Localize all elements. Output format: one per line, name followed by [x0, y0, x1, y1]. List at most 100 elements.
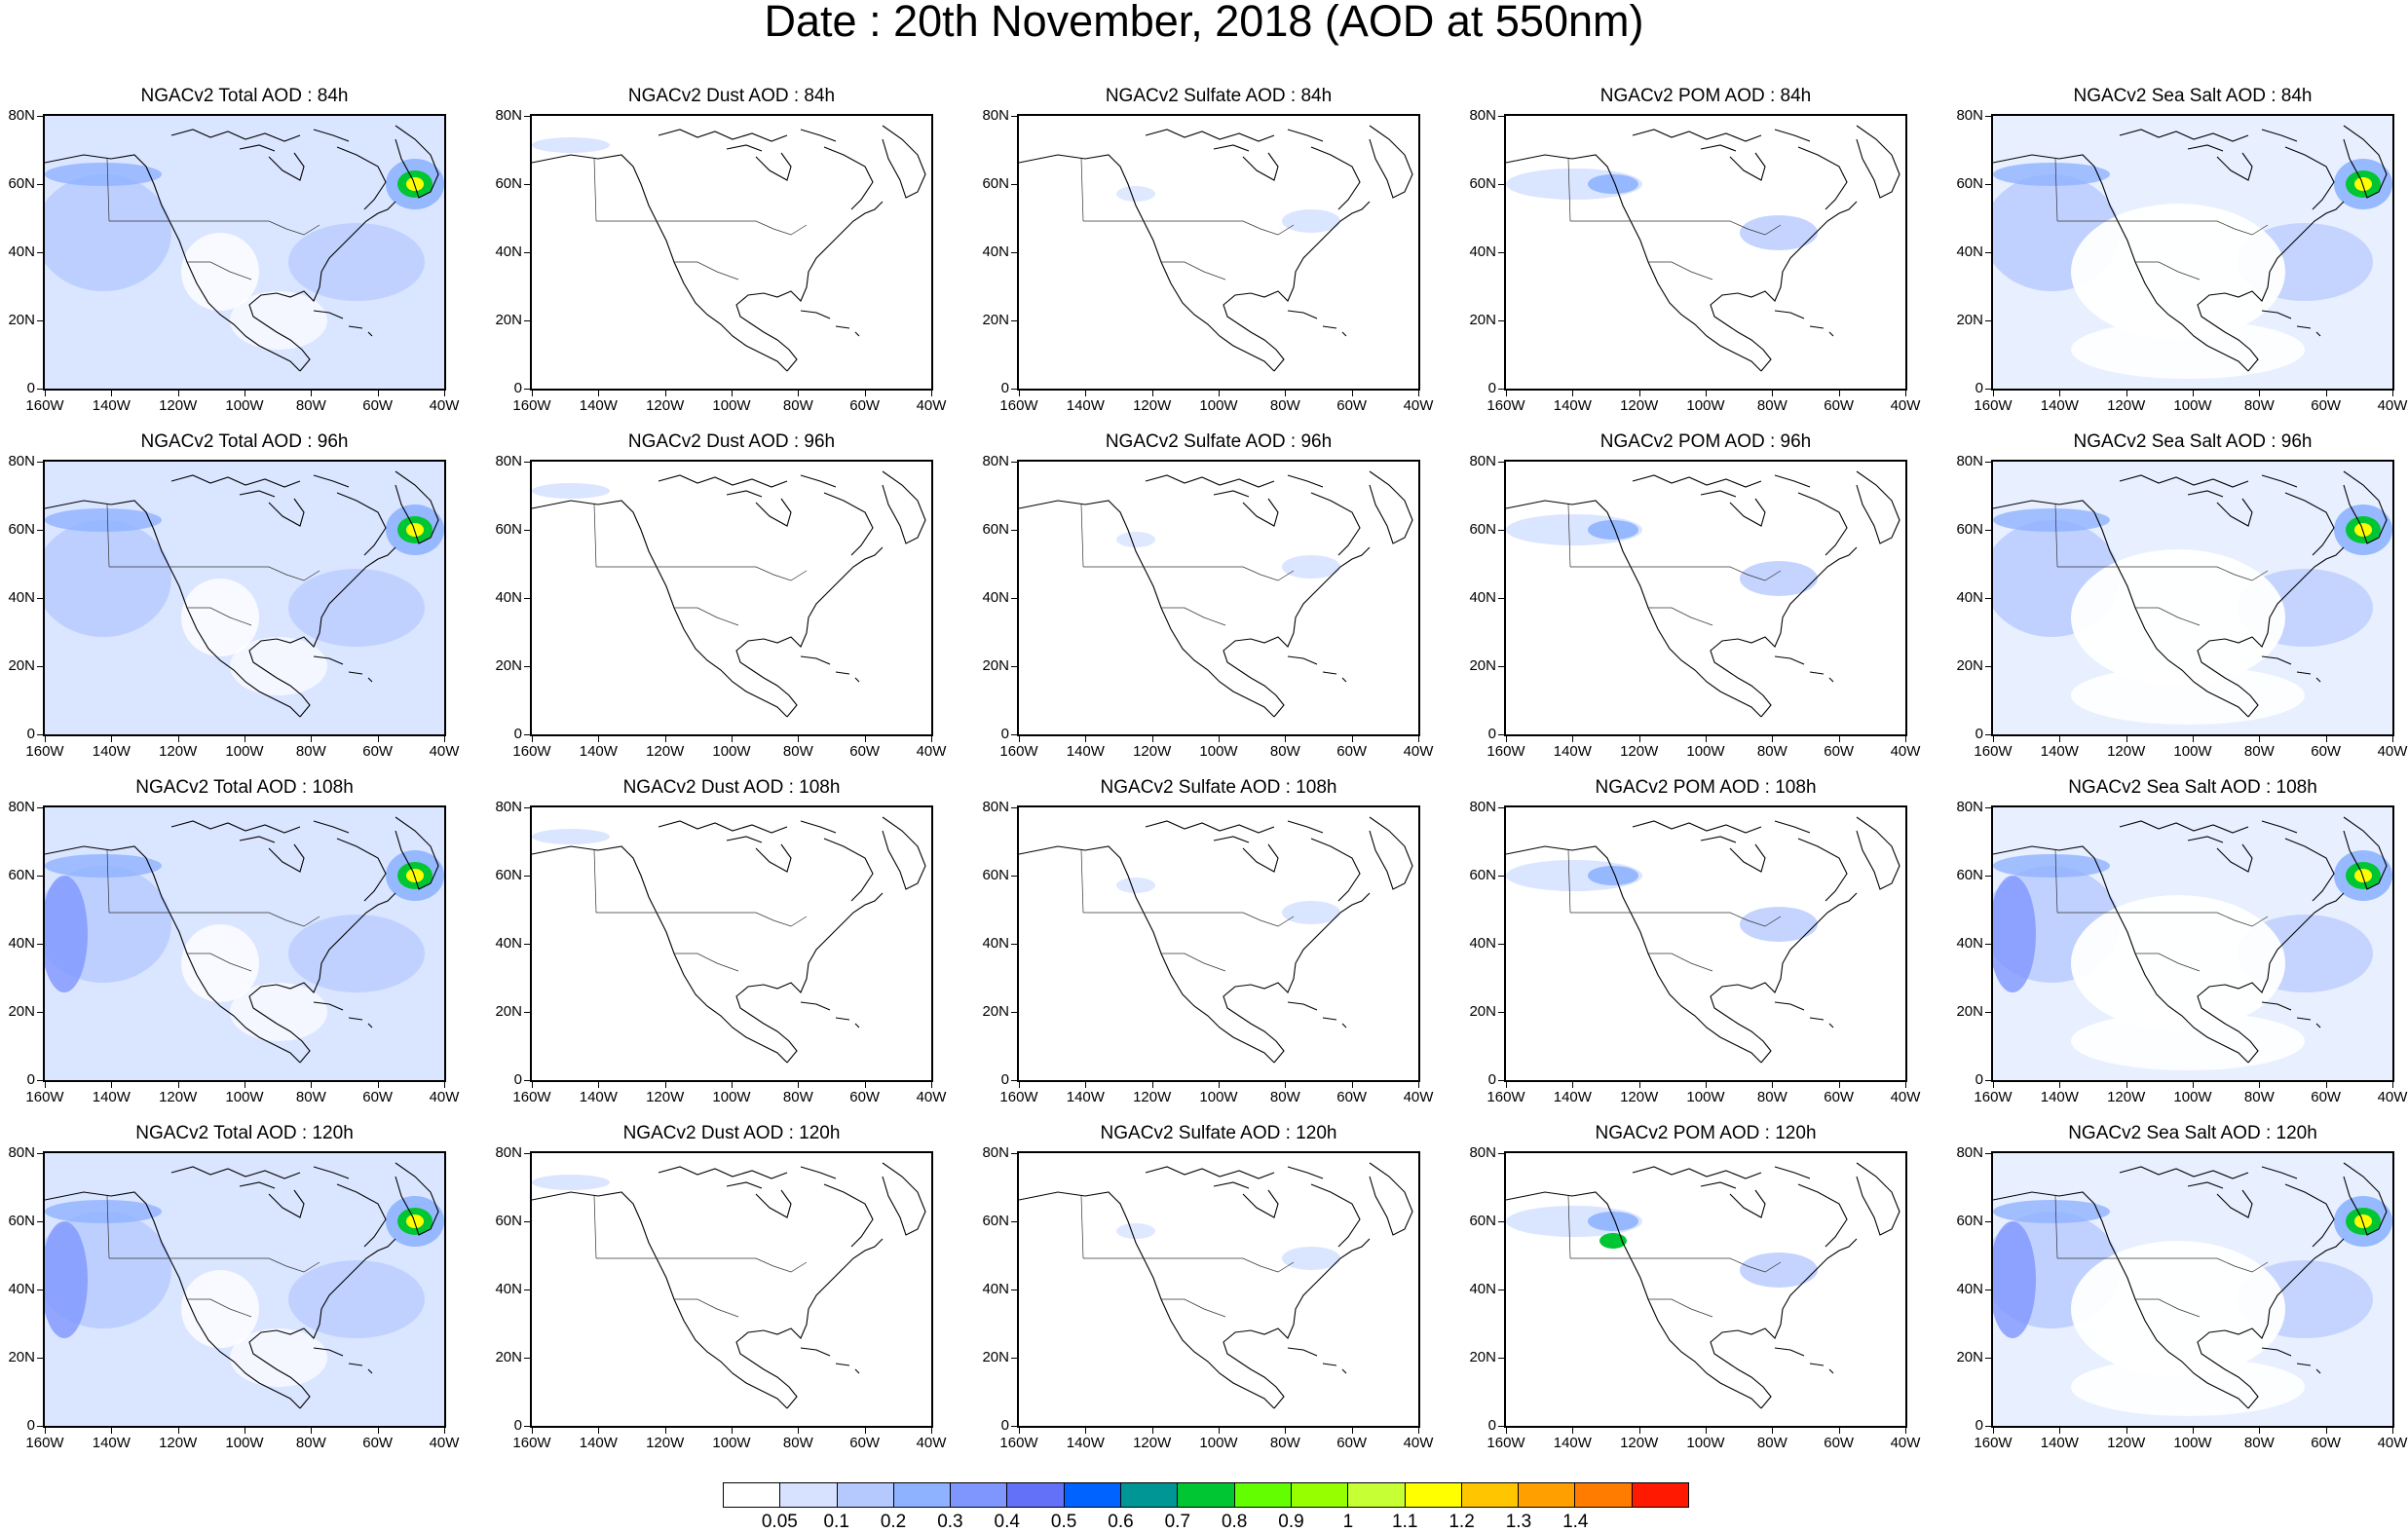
coastline — [755, 1189, 792, 1218]
coastline — [1310, 816, 1413, 902]
x-tick-label: 140W — [579, 743, 618, 760]
x-tick — [45, 1082, 46, 1088]
coastline — [823, 125, 926, 210]
x-tick — [532, 391, 533, 396]
x-tick — [1572, 1428, 1574, 1434]
x-tick-label: 120W — [2107, 743, 2146, 760]
country-border — [106, 504, 320, 581]
x-tick-label: 40W — [1403, 1435, 1434, 1451]
country-border — [2054, 1195, 2269, 1273]
x-tick-label: 160W — [1486, 1435, 1525, 1451]
y-tick-label: 0 — [1000, 1417, 1009, 1434]
x-tick — [1993, 391, 1994, 396]
country-border — [1080, 849, 1295, 927]
x-tick-label: 120W — [1133, 397, 1172, 414]
coastline — [2261, 310, 2321, 337]
y-tick-label: 80N — [982, 1144, 1009, 1161]
x-tick — [1506, 391, 1507, 396]
country-border — [2135, 261, 2201, 280]
aod-field — [1116, 878, 1340, 924]
x-tick-label: 140W — [1553, 1089, 1592, 1105]
y-tick — [1985, 1012, 1991, 1013]
x-tick-label: 140W — [92, 1435, 131, 1451]
x-tick-label: 100W — [2173, 397, 2212, 414]
coastline — [2261, 1001, 2321, 1028]
y-tick-label: 20N — [1956, 312, 1983, 328]
x-tick — [1572, 1082, 1574, 1088]
country-border — [187, 1298, 252, 1318]
panel-pom-96h-title: NGACv2 POM AOD : 96h — [1599, 431, 1812, 452]
x-tick-label: 140W — [92, 1089, 131, 1105]
coastline — [313, 1001, 373, 1028]
y-tick-label: 40N — [1956, 243, 1983, 260]
country-border — [1648, 607, 1713, 626]
country-border — [106, 1195, 320, 1273]
country-border — [593, 504, 808, 581]
x-tick — [2259, 391, 2261, 396]
x-tick — [1838, 1428, 1840, 1434]
coastline — [1287, 655, 1347, 683]
y-tick-label: 60N — [982, 867, 1009, 883]
coastline — [1287, 1347, 1347, 1374]
y-tick-label: 20N — [8, 312, 35, 328]
x-tick-label: 80W — [782, 1089, 813, 1105]
coastline — [1223, 201, 1371, 372]
x-tick-label: 60W — [2311, 743, 2342, 760]
x-tick — [1085, 736, 1087, 742]
y-tick — [1498, 944, 1504, 945]
y-tick-label: 20N — [8, 1349, 35, 1365]
x-tick — [864, 391, 866, 396]
x-tick — [1905, 391, 1906, 396]
aod-field — [45, 807, 444, 1080]
coastline — [2197, 201, 2345, 372]
colorbar-swatch — [724, 1483, 781, 1507]
coastline — [1310, 1162, 1413, 1248]
x-tick — [1905, 736, 1906, 742]
y-tick — [1011, 1012, 1017, 1013]
coastline — [268, 152, 305, 181]
x-tick-label: 40W — [1403, 397, 1434, 414]
y-tick — [1011, 389, 1017, 390]
coastline — [1797, 470, 1900, 556]
y-tick-label: 0 — [1487, 726, 1496, 742]
country-border — [1080, 504, 1295, 581]
x-tick — [1418, 1082, 1419, 1088]
y-tick-label: 80N — [982, 799, 1009, 815]
country-border — [1567, 158, 1782, 236]
x-tick — [1285, 1428, 1287, 1434]
y-tick — [1011, 1153, 1017, 1154]
y-tick-label: 80N — [1956, 453, 1983, 469]
y-tick — [1985, 116, 1991, 117]
panel-dust-120h-title: NGACv2 Dust AOD : 120h — [622, 1123, 841, 1143]
y-tick-label: 0 — [1487, 1417, 1496, 1434]
y-tick — [524, 944, 530, 945]
coastline — [1774, 1001, 1834, 1028]
x-tick-label: 120W — [1620, 397, 1659, 414]
y-tick — [1985, 462, 1991, 463]
x-tick-label: 120W — [1133, 1089, 1172, 1105]
y-tick-label: 40N — [1469, 589, 1496, 606]
coastline — [1310, 470, 1413, 556]
x-tick — [177, 391, 179, 396]
coastline — [800, 310, 860, 337]
y-tick-label: 20N — [1956, 1349, 1983, 1365]
y-tick — [37, 666, 43, 667]
aod-field — [1993, 116, 2392, 389]
aod-field — [45, 1153, 444, 1426]
coastline — [1287, 1001, 1347, 1028]
coastline — [1287, 310, 1347, 337]
y-tick-label: 0 — [1487, 380, 1496, 396]
y-tick-label: 80N — [8, 799, 35, 815]
panel-sulfate-108h-map — [1017, 805, 1420, 1082]
x-tick-label: 60W — [849, 397, 881, 414]
panel-total-108h-map — [43, 805, 446, 1082]
coastline — [268, 498, 305, 527]
y-tick-label: 80N — [8, 1144, 35, 1161]
y-tick — [1498, 807, 1504, 808]
x-tick-label: 80W — [1269, 1089, 1300, 1105]
panel-pom-84h-title: NGACv2 POM AOD : 84h — [1599, 86, 1812, 106]
coastline — [1710, 892, 1858, 1064]
y-tick-label: 40N — [495, 1281, 522, 1297]
y-tick-label: 60N — [1469, 175, 1496, 192]
x-tick — [864, 1428, 866, 1434]
